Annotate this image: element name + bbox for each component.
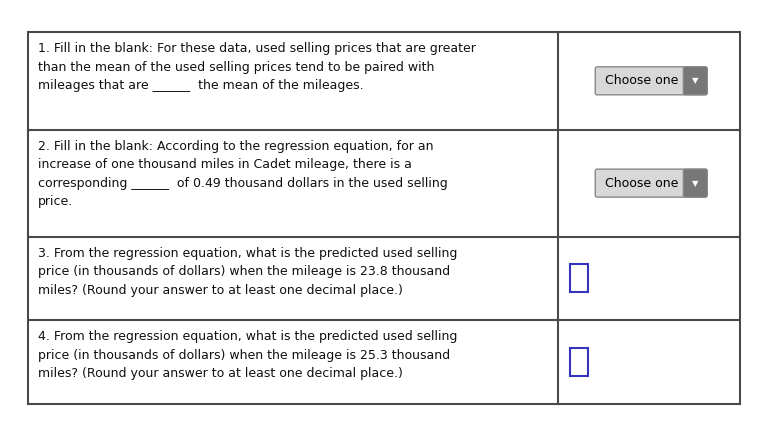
- Text: 2. Fill in the blank: According to the regression equation, for an
increase of o: 2. Fill in the blank: According to the r…: [38, 140, 448, 208]
- Bar: [28, 32, 740, 404]
- FancyBboxPatch shape: [595, 67, 707, 95]
- Text: ▼: ▼: [692, 179, 698, 188]
- Text: Choose one: Choose one: [604, 74, 678, 87]
- Bar: [571, 265, 588, 292]
- FancyBboxPatch shape: [684, 67, 707, 95]
- Text: ▼: ▼: [692, 76, 698, 85]
- FancyBboxPatch shape: [595, 169, 707, 197]
- Text: 4. From the regression equation, what is the predicted used selling
price (in th: 4. From the regression equation, what is…: [38, 330, 458, 380]
- Text: Choose one: Choose one: [604, 177, 678, 189]
- FancyBboxPatch shape: [684, 169, 707, 197]
- Bar: [571, 348, 588, 376]
- Text: 3. From the regression equation, what is the predicted used selling
price (in th: 3. From the regression equation, what is…: [38, 246, 458, 297]
- Text: 1. Fill in the blank: For these data, used selling prices that are greater
than : 1. Fill in the blank: For these data, us…: [38, 42, 476, 92]
